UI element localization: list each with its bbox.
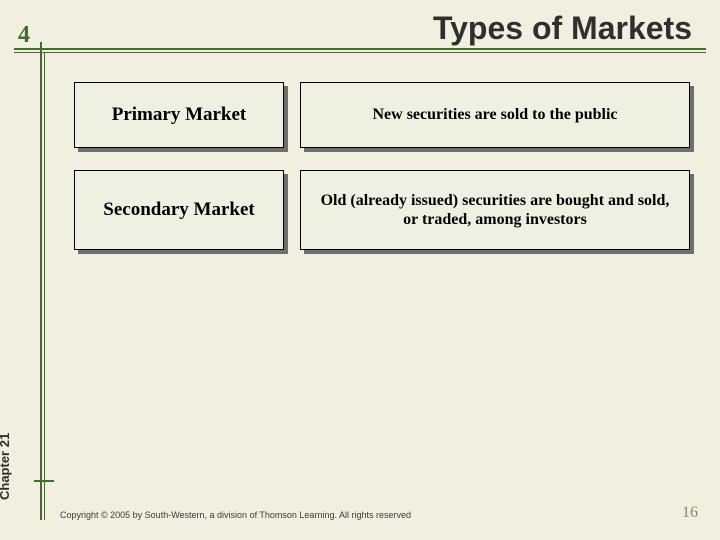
slide-number: 16	[682, 504, 698, 522]
market-row: Primary Market New securities are sold t…	[74, 82, 690, 148]
slide: 4 Types of Markets Chapter 21 Primary Ma…	[0, 0, 720, 540]
content-rows: Primary Market New securities are sold t…	[74, 82, 690, 272]
rule-horizontal-thin	[14, 52, 706, 53]
market-description: Old (already issued) securities are boug…	[300, 170, 690, 250]
chapter-label: Chapter 21	[0, 433, 12, 500]
copyright-text: Copyright © 2005 by South-Western, a div…	[60, 510, 411, 520]
rule-vertical-thick	[40, 52, 42, 520]
market-label-box: Secondary Market	[74, 170, 284, 250]
market-desc-box: New securities are sold to the public	[300, 82, 690, 148]
rule-horizontal-thick	[14, 48, 706, 50]
rule-tick-left	[34, 480, 54, 482]
market-row: Secondary Market Old (already issued) se…	[74, 170, 690, 250]
market-description: New securities are sold to the public	[300, 82, 690, 148]
rule-vertical-thin	[44, 52, 45, 520]
page-number: 4	[18, 22, 30, 49]
header: 4 Types of Markets	[0, 0, 720, 66]
market-label-box: Primary Market	[74, 82, 284, 148]
market-label: Secondary Market	[74, 170, 284, 250]
market-label: Primary Market	[74, 82, 284, 148]
slide-title: Types of Markets	[433, 10, 692, 47]
market-desc-box: Old (already issued) securities are boug…	[300, 170, 690, 250]
